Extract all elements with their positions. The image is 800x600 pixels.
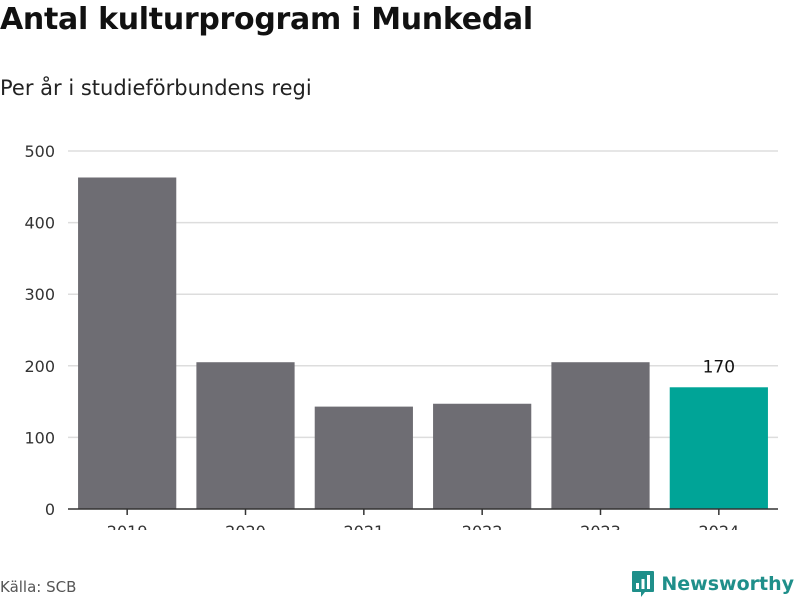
newsworthy-logo-icon	[632, 571, 655, 597]
bars	[78, 177, 768, 509]
y-tick-label: 300	[24, 285, 55, 304]
y-tick-label: 0	[45, 500, 55, 519]
bar-2024	[669, 387, 768, 509]
chart-subtitle: Per år i studieförbundens regi	[0, 76, 312, 100]
y-tick-label: 500	[24, 142, 55, 161]
brand-name: Newsworthy	[661, 573, 794, 595]
bar-2020	[196, 362, 295, 509]
data-labels: 170	[703, 357, 735, 377]
x-tick-label: 2020	[225, 522, 266, 530]
gridlines	[68, 150, 778, 439]
x-tick-label: 2021	[343, 522, 384, 530]
x-tick-label: 2023	[580, 522, 621, 530]
y-tick-label: 200	[24, 357, 55, 376]
bar-2021	[314, 406, 413, 509]
y-tick-label: 400	[24, 214, 55, 233]
data-label-2024: 170	[703, 357, 735, 377]
chart-title: Antal kulturprogram i Munkedal	[0, 2, 533, 37]
y-tick-label: 100	[24, 428, 55, 447]
bar-2022	[433, 403, 532, 509]
y-axis-ticks: 0 100 200 300 400 500	[24, 142, 55, 519]
x-axis-ticks: 2019 2020 2021 2022 2023 2024	[107, 509, 739, 530]
bar-chart: 0 100 200 300 400 500 170 2019 2020 2021 2022 202…	[24, 142, 778, 530]
bar-2019	[78, 177, 177, 509]
source-note: Källa: SCB	[0, 578, 77, 596]
x-tick-label: 2019	[107, 522, 148, 530]
x-tick-label: 2024	[698, 522, 739, 530]
x-tick-label: 2022	[462, 522, 503, 530]
bar-2023	[551, 362, 650, 509]
brand-logo: Newsworthy	[631, 570, 794, 598]
